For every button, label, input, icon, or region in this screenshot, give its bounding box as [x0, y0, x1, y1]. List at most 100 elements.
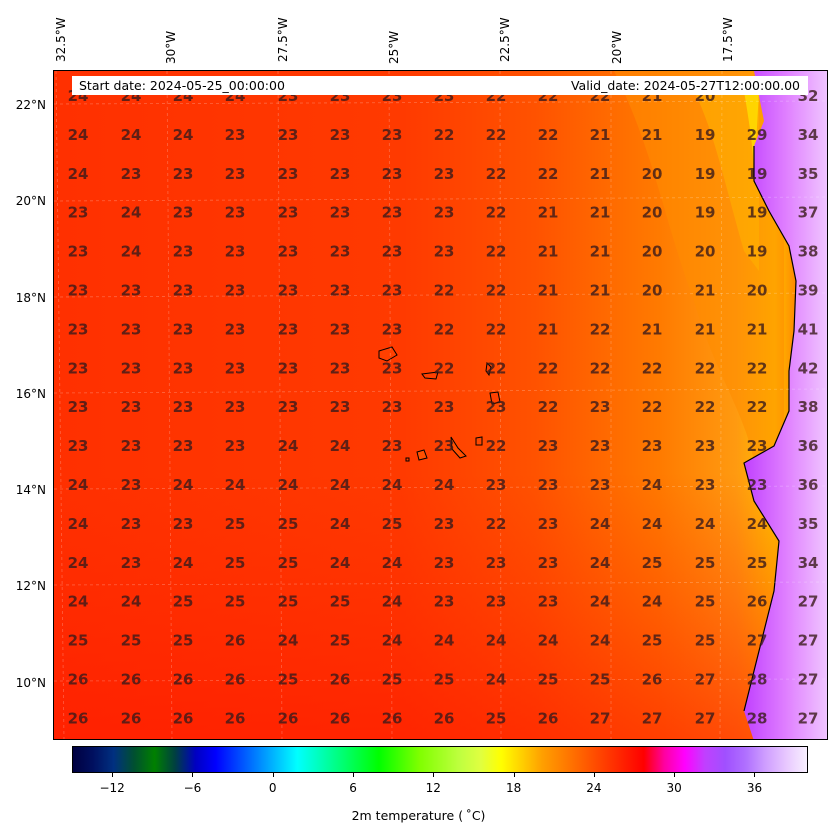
- lat-label: 14°N: [15, 483, 46, 497]
- temperature-value: 23: [330, 359, 351, 377]
- temperature-value: 23: [538, 554, 559, 572]
- temperature-value: 23: [173, 515, 194, 533]
- temperature-value: 26: [173, 709, 194, 727]
- temperature-value: 26: [434, 709, 455, 727]
- temperature-value: 25: [382, 671, 403, 689]
- temperature-value: 27: [642, 709, 663, 727]
- temperature-value: 23: [68, 359, 89, 377]
- temperature-value: 20: [695, 243, 716, 261]
- temperature-value: 23: [225, 320, 246, 338]
- temperature-value: 19: [747, 204, 768, 222]
- temperature-value: 26: [68, 709, 89, 727]
- temperature-value: 21: [538, 282, 559, 300]
- temperature-value: 22: [747, 359, 768, 377]
- valid-date: Valid_date: 2024-05-27T12:00:00.00: [570, 78, 800, 93]
- graticule: [54, 71, 827, 739]
- temperature-value: 20: [642, 243, 663, 261]
- temperature-value: 24: [68, 554, 89, 572]
- temperature-value: 23: [538, 437, 559, 455]
- temperature-value: 38: [798, 398, 819, 416]
- colorbar-tick-label: 24: [586, 781, 602, 795]
- temperature-value: 21: [538, 204, 559, 222]
- lon-label: 17.5°W: [721, 17, 735, 62]
- temperature-map: 24 24 24 24 23 23 23 23 22 22 22 21 20 32 24 24 24 23 23 23…: [53, 70, 828, 740]
- temperature-value: 24: [538, 632, 559, 650]
- temperature-value: 27: [695, 671, 716, 689]
- lon-label: 20°W: [610, 30, 624, 64]
- lat-label: 12°N: [15, 579, 46, 593]
- temperature-value: 23: [642, 437, 663, 455]
- lat-label: 16°N: [15, 387, 46, 401]
- temperature-value: 21: [538, 243, 559, 261]
- temperature-value: 19: [695, 165, 716, 183]
- temperature-value: 26: [225, 709, 246, 727]
- temperature-value: 23: [382, 243, 403, 261]
- temperature-value: 24: [642, 515, 663, 533]
- temperature-value: 42: [798, 359, 819, 377]
- temperature-value: 24: [330, 554, 351, 572]
- temperature-value: 26: [68, 671, 89, 689]
- temperature-value: 19: [695, 204, 716, 222]
- temperature-value: 23: [486, 593, 507, 611]
- temperature-value: 23: [330, 204, 351, 222]
- temperature-value: 21: [747, 320, 768, 338]
- temperature-value: 24: [642, 593, 663, 611]
- colorbar-tick-label: 12: [425, 781, 441, 795]
- temperature-value: 23: [434, 554, 455, 572]
- temperature-value: 22: [486, 320, 507, 338]
- temperature-value: 25: [434, 671, 455, 689]
- lon-label: 32.5°W: [54, 17, 68, 62]
- temperature-value: 23: [330, 165, 351, 183]
- temperature-value: 25: [695, 632, 716, 650]
- temperature-value: 23: [330, 398, 351, 416]
- temperature-value: 23: [121, 320, 142, 338]
- colorbar-tick-label: 18: [505, 781, 522, 795]
- temperature-value: 24: [434, 632, 455, 650]
- temperature-value: 23: [486, 476, 507, 494]
- temperature-value: 23: [538, 593, 559, 611]
- temperature-value: 23: [278, 359, 299, 377]
- temperature-value: 24: [173, 126, 194, 144]
- temperature-value: 25: [747, 554, 768, 572]
- temperature-value: 24: [68, 515, 89, 533]
- temperature-value: 25: [590, 671, 611, 689]
- colorbar-tick: [353, 773, 355, 777]
- temperature-value: 23: [434, 398, 455, 416]
- temperature-value: 21: [695, 320, 716, 338]
- temperature-value: 23: [225, 398, 246, 416]
- temperature-value: 23: [382, 437, 403, 455]
- temperature-value: 23: [590, 398, 611, 416]
- temperature-value: 24: [68, 593, 89, 611]
- colorbar-tick-label: −12: [99, 781, 125, 795]
- temperature-value: 25: [225, 515, 246, 533]
- temperature-value: 25: [695, 554, 716, 572]
- temperature-value: 23: [225, 359, 246, 377]
- lat-label: 18°N: [15, 291, 46, 305]
- temperature-value: 27: [798, 632, 819, 650]
- island: [416, 449, 428, 461]
- temperature-value: 37: [798, 204, 819, 222]
- temperature-value: 24: [330, 476, 351, 494]
- colorbar-tick: [513, 773, 515, 777]
- temperature-value: 26: [278, 709, 299, 727]
- temperature-value: 27: [590, 709, 611, 727]
- temperature-value: 23: [225, 437, 246, 455]
- temperature-value: 22: [486, 243, 507, 261]
- temperature-value: 23: [121, 359, 142, 377]
- temperature-value: 22: [434, 282, 455, 300]
- temperature-value: 21: [642, 320, 663, 338]
- temperature-value: 21: [538, 320, 559, 338]
- colorbar-tick: [192, 773, 194, 777]
- temperature-value: 23: [225, 282, 246, 300]
- temperature-value: 23: [747, 437, 768, 455]
- temperature-value: 41: [798, 320, 819, 338]
- temperature-value: 25: [486, 709, 507, 727]
- temperature-value: 25: [68, 632, 89, 650]
- temperature-value: 35: [798, 165, 819, 183]
- temperature-value: 23: [538, 515, 559, 533]
- temperature-value: 23: [121, 554, 142, 572]
- temperature-value: 20: [747, 282, 768, 300]
- temperature-value: 23: [434, 243, 455, 261]
- temperature-value: 26: [225, 671, 246, 689]
